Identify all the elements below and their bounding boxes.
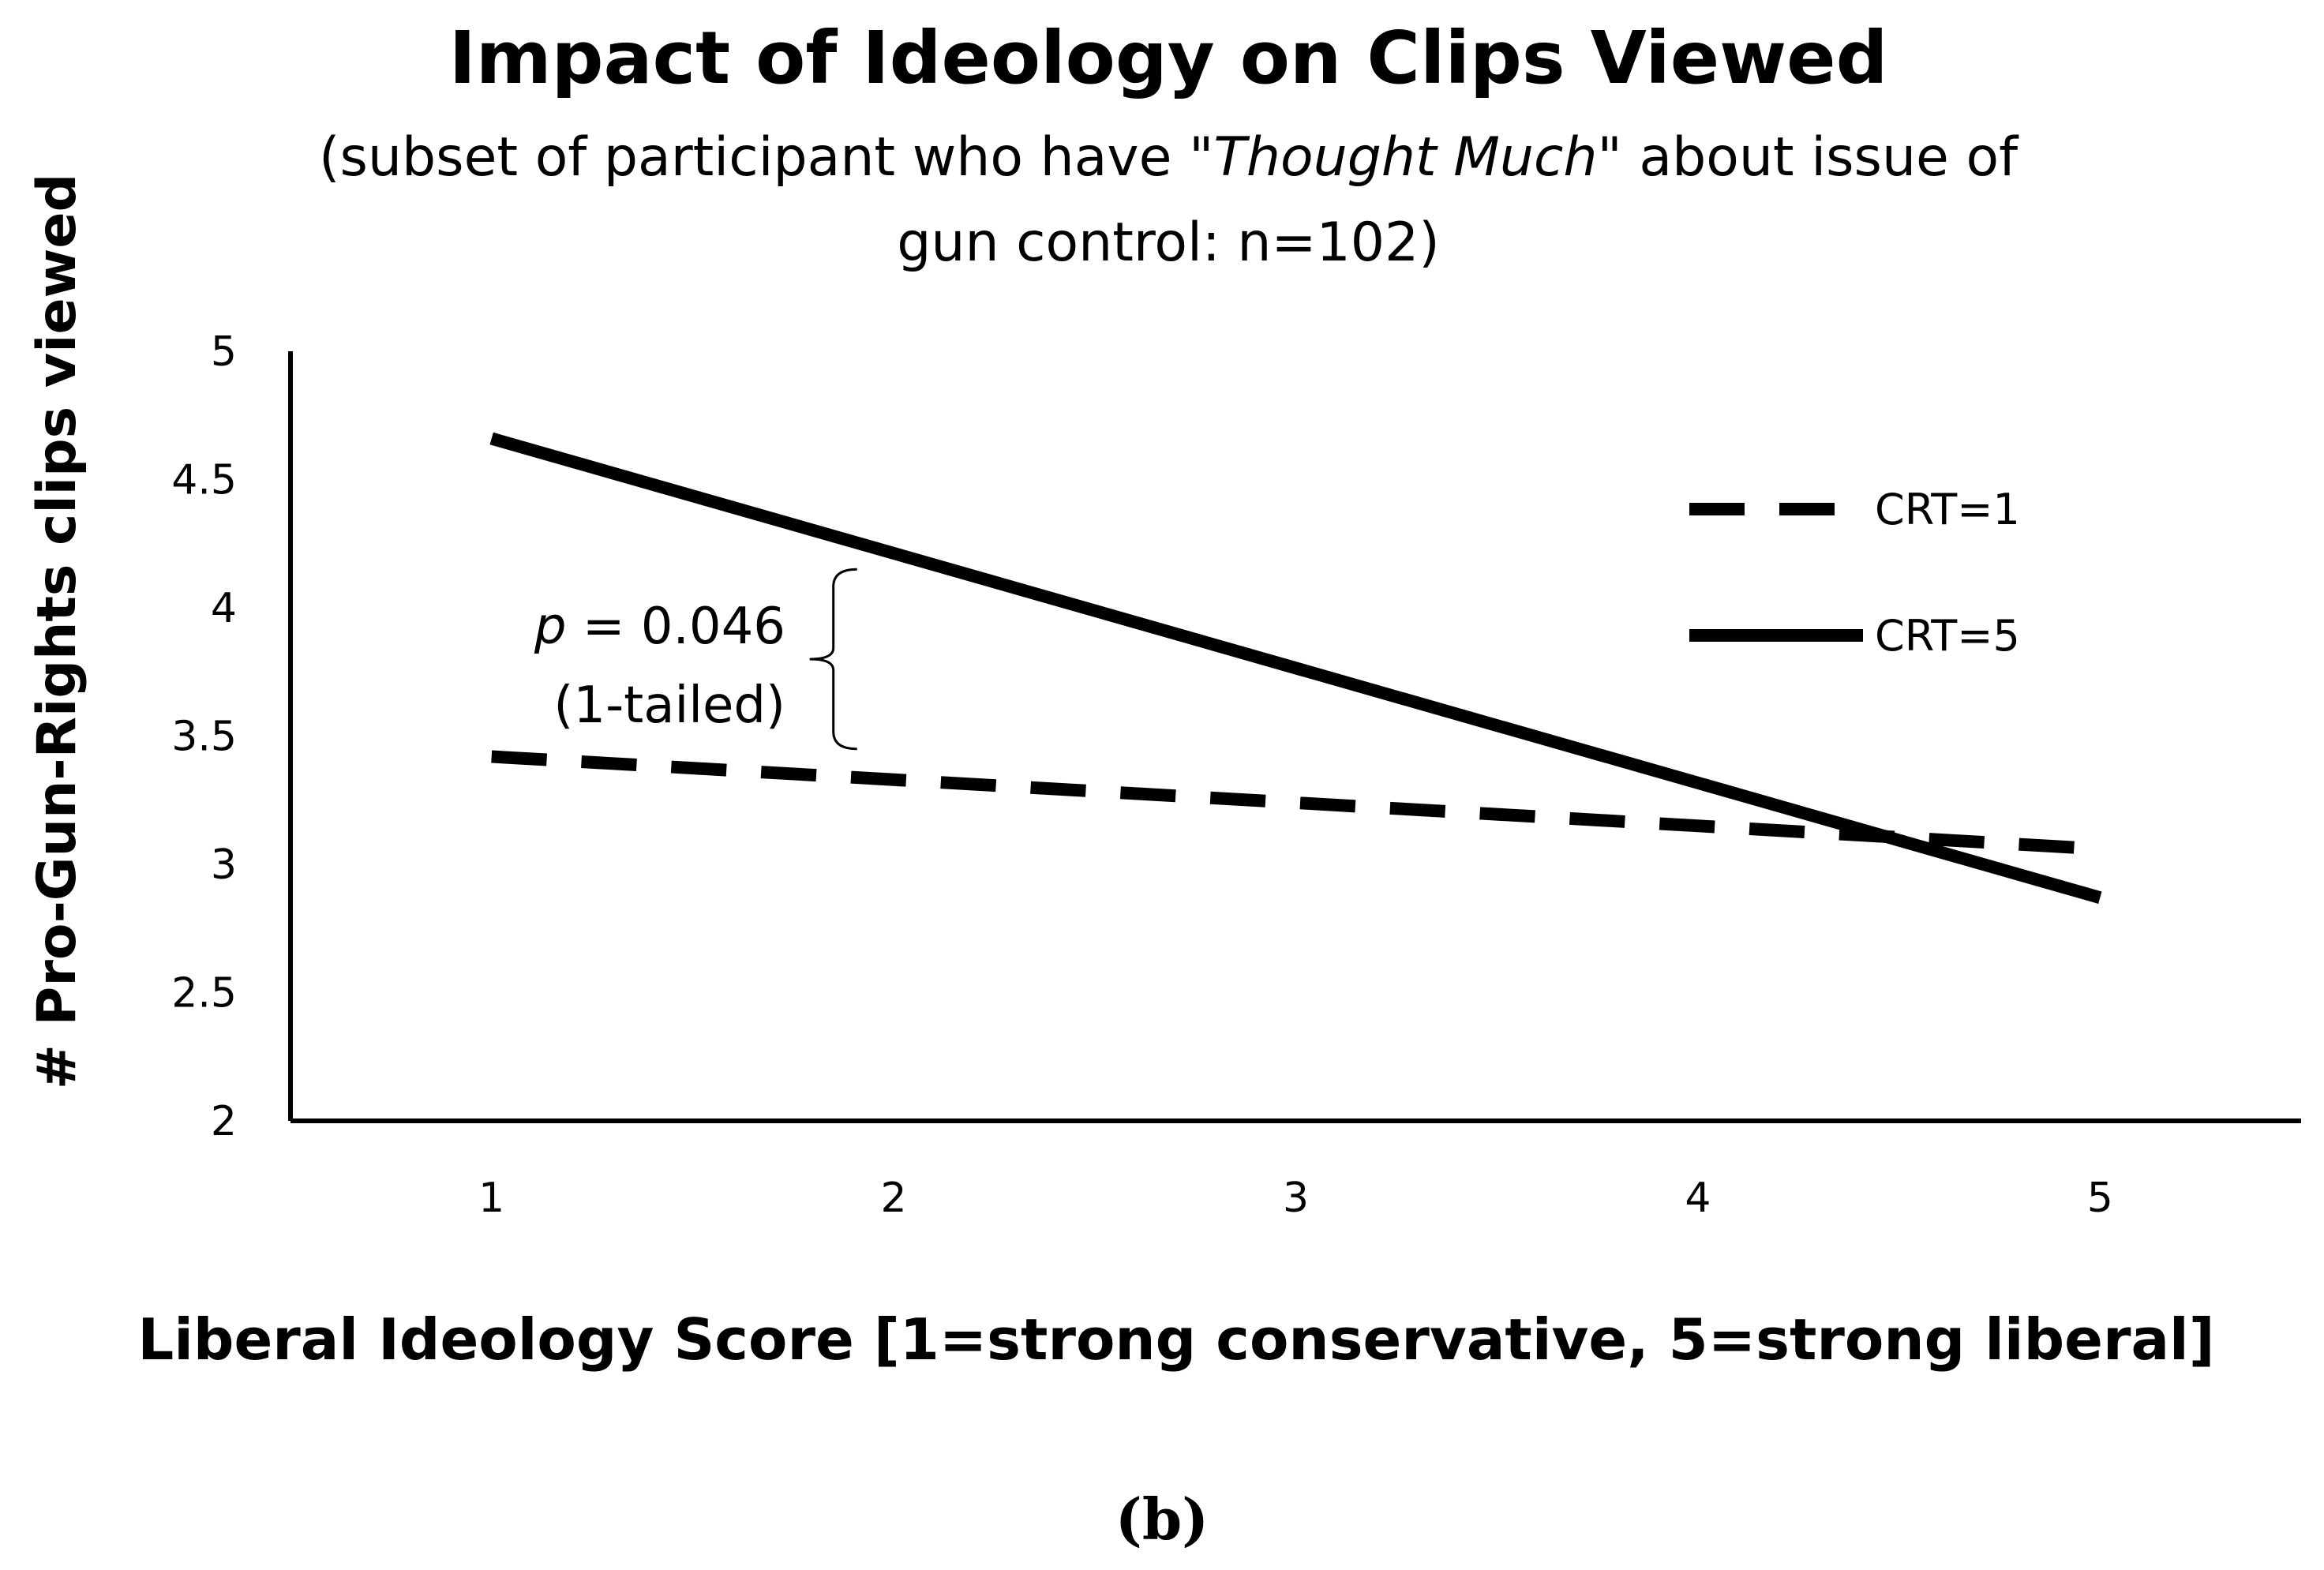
- subtitle-post: " about issue of: [1598, 126, 2020, 189]
- legend-label-crt1: CRT=1: [1875, 485, 2020, 534]
- chart-title: Impact of Ideology on Clips Viewed: [449, 16, 1888, 100]
- x-tick-label: 5: [2087, 1175, 2113, 1222]
- annotation-p-value: p = 0.046: [534, 598, 785, 656]
- x-tick-label: 1: [478, 1175, 504, 1222]
- y-tick-label: 5: [211, 328, 237, 376]
- x-tick-label: 4: [1685, 1175, 1711, 1222]
- panel-label: (b): [1115, 1486, 1209, 1553]
- y-tick-label: 2.5: [171, 970, 237, 1017]
- subtitle-italic: Thought Much: [1213, 126, 1597, 189]
- y-tick-label: 3.5: [171, 714, 237, 761]
- annotation-p-text: = 0.046: [566, 598, 785, 656]
- annotation-tail: (1-tailed): [553, 676, 785, 735]
- x-tick-labels: 1 2 3 4 5: [478, 1175, 2113, 1222]
- x-tick-label: 3: [1283, 1175, 1309, 1222]
- annotation-bracket: [809, 568, 857, 751]
- series-line-crt5: [489, 432, 2102, 904]
- subtitle-pre: (subset of participant who have ": [319, 126, 1213, 189]
- y-tick-label: 3: [211, 841, 237, 889]
- y-tick-labels: 2 2.5 3 3.5 4 4.5 5: [171, 328, 237, 1145]
- y-tick-label: 4.5: [171, 457, 237, 504]
- y-tick-label: 2: [211, 1098, 237, 1145]
- chart-subtitle-line1: (subset of participant who have "Thought…: [319, 126, 2019, 189]
- annotation-p-symbol: p: [534, 598, 567, 656]
- x-tick-label: 2: [881, 1175, 907, 1222]
- x-axis-label: Liberal Ideology Score [1=strong conserv…: [137, 1306, 2214, 1373]
- y-tick-label: 4: [211, 585, 237, 632]
- y-axis-label: # Pro-Gun-Rights clips viewed: [26, 174, 88, 1089]
- legend-label-crt5: CRT=5: [1875, 611, 2020, 661]
- chart-subtitle-line2: gun control: n=102): [897, 212, 1440, 274]
